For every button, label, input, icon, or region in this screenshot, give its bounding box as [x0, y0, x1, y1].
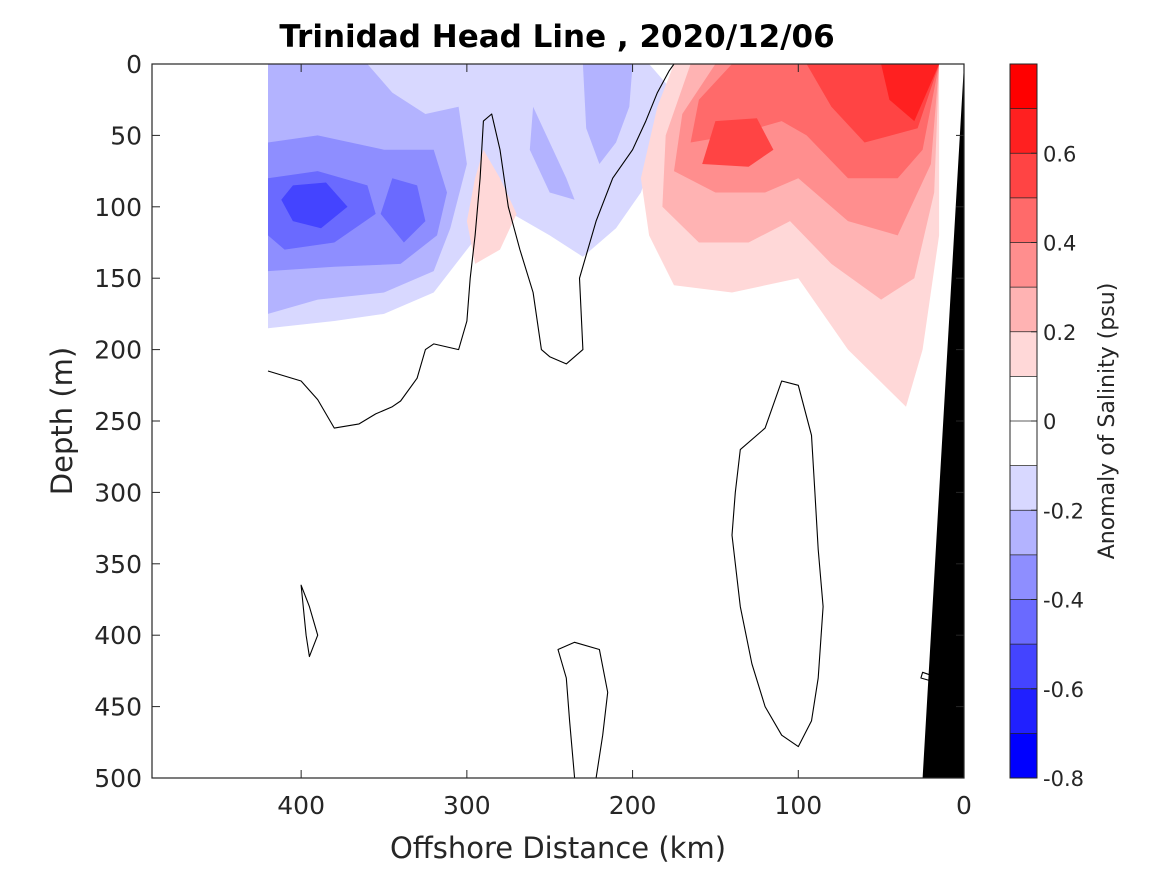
- colorbar-tick-label: 0.4: [1043, 232, 1076, 256]
- colorbar-band: [1010, 64, 1037, 109]
- y-tick-label: 150: [94, 264, 142, 293]
- y-tick-label: 200: [94, 336, 142, 365]
- y-tick-label: 0: [126, 50, 142, 79]
- y-tick-label: 500: [94, 764, 142, 793]
- colorbar-tick-label: -0.2: [1043, 499, 1084, 523]
- y-axis-ticks: 0 50 100 150 200 250 300 350 400 450 500: [94, 50, 964, 793]
- contour-fill-2: [529, 106, 575, 200]
- y-tick-label: 100: [94, 193, 142, 222]
- colorbar-band: [1010, 599, 1037, 645]
- plot-area: [152, 64, 964, 778]
- chart-title: Trinidad Head Line , 2020/12/06: [279, 19, 834, 55]
- land-polygon: [922, 64, 964, 778]
- colorbar-band: [1010, 421, 1037, 466]
- colorbar-tick-label: -0.6: [1043, 678, 1084, 702]
- colorbar-band: [1010, 331, 1037, 377]
- contour-fill-15: [881, 64, 940, 122]
- colorbar-tick-label: 0: [1043, 410, 1056, 434]
- colorbar-band: [1010, 197, 1037, 243]
- colorbar-band: [1010, 510, 1037, 555]
- colorbar: 0.6 0.4 0.2 0 -0.2 -0.4 -0.6 -0.8: [1009, 63, 1084, 791]
- y-tick-label: 300: [94, 478, 142, 507]
- colorbar-tick-label: 0.2: [1043, 321, 1076, 345]
- colorbar-band: [1010, 554, 1037, 600]
- y-tick-label: 450: [94, 693, 142, 722]
- zero-contour-0: [267, 64, 675, 429]
- x-axis-ticks: 400 300 200 100 0: [277, 64, 972, 820]
- x-tick-label: 200: [609, 791, 657, 820]
- colorbar-band: [1010, 153, 1037, 198]
- colorbar-tick-label: -0.4: [1043, 589, 1084, 613]
- y-tick-label: 50: [110, 121, 142, 150]
- colorbar-label: Anomaly of Salinity (psu): [1095, 283, 1120, 560]
- land-mask: [922, 64, 964, 778]
- colorbar-band: [1010, 688, 1037, 734]
- colorbar-band: [1010, 733, 1037, 778]
- y-tick-label: 400: [94, 621, 142, 650]
- colorbar-tick-label: -0.8: [1043, 767, 1084, 791]
- y-tick-label: 350: [94, 550, 142, 579]
- y-tick-label: 250: [94, 407, 142, 436]
- colorbar-band: [1010, 376, 1037, 421]
- x-tick-label: 0: [956, 791, 972, 820]
- colorbar-tick-label: 0.6: [1043, 142, 1076, 166]
- zero-contour-3: [557, 641, 609, 778]
- x-tick-label: 400: [277, 791, 325, 820]
- x-tick-label: 300: [443, 791, 491, 820]
- contour-fill-14: [702, 118, 774, 167]
- colorbar-band: [1010, 242, 1037, 288]
- contour-fill-8: [466, 149, 517, 264]
- y-axis-label: Depth (m): [45, 347, 79, 495]
- colorbar-band: [1010, 287, 1037, 332]
- contour-fill-6: [380, 178, 426, 243]
- zero-contour-1: [731, 380, 824, 748]
- colorbar-band: [1010, 465, 1037, 511]
- zero-contour-2: [300, 584, 319, 658]
- colorbar-band: [1010, 644, 1037, 689]
- x-axis-label: Offshore Distance (km): [390, 831, 726, 865]
- contour-fill-3: [582, 64, 633, 164]
- x-tick-label: 100: [774, 791, 822, 820]
- contour-fill-7: [281, 182, 348, 229]
- colorbar-band: [1010, 108, 1037, 154]
